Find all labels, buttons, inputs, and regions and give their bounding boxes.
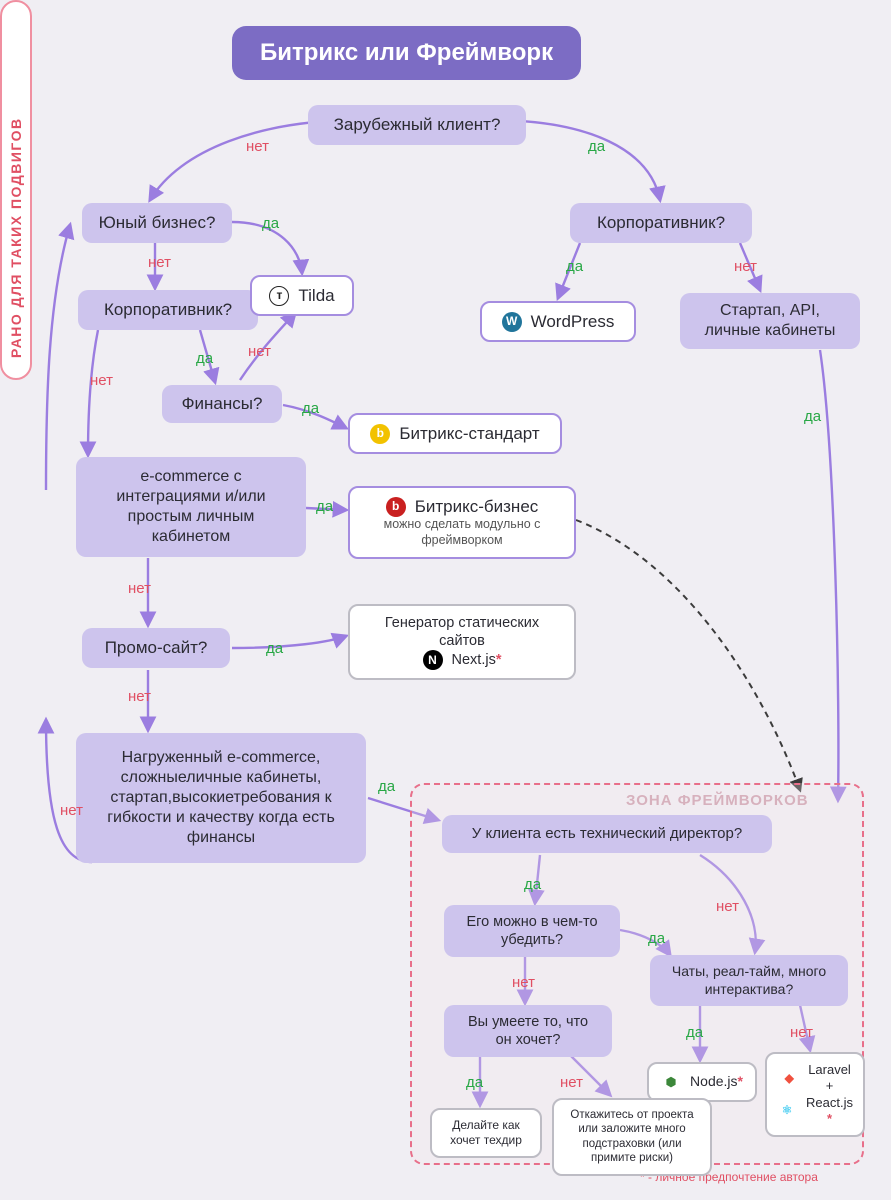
edge-label-l10: да (302, 400, 319, 417)
node-chats: Чаты, реал-тайм, много интерактива? (650, 955, 848, 1006)
edge-label-l23: нет (790, 1024, 813, 1041)
do_as-label: Делайте как хочет техдир (446, 1118, 526, 1148)
laravel-icon-2: ⚛ (777, 1101, 797, 1121)
header-pill: Битрикс или Фреймворк (232, 26, 581, 80)
edge-7 (88, 330, 98, 455)
edge-label-l6: нет (734, 258, 757, 275)
edge-10 (820, 350, 838, 800)
ssg-sub-label: Next.js* (452, 651, 502, 669)
edge-13 (232, 636, 346, 648)
edge-label-l24: да (466, 1074, 483, 1091)
edge-label-l15: нет (128, 688, 151, 705)
ssg-sub-icon: N (423, 650, 443, 670)
foreign-label: Зарубежный клиент? (334, 114, 501, 135)
node-tilda: ᴛ Tilda (250, 275, 354, 316)
edge-label-l12: да (316, 498, 333, 515)
edge-label-l9: нет (248, 343, 271, 360)
edge-label-l14: да (266, 640, 283, 657)
finance-label: Финансы? (182, 393, 263, 414)
node-convince: Его можно в чем-то убедить? (444, 905, 620, 957)
heavy-label: Нагруженный e-commerce, сложныеличные ка… (90, 748, 352, 848)
node-finance: Финансы? (162, 385, 282, 423)
node-promo: Промо-сайт? (82, 628, 230, 668)
edge-26 (576, 520, 800, 790)
node-corp_l: Корпоративник? (78, 290, 258, 330)
node-can_do: Вы умеете то, что он хочет? (444, 1005, 612, 1057)
edge-label-l11: да (804, 408, 821, 425)
node-bx_biz: b Битрикс-бизнесможно сделать модульно с … (348, 486, 576, 559)
edge-label-l20: да (648, 930, 665, 947)
edge-label-l2: да (588, 138, 605, 155)
edge-label-l17: да (378, 778, 395, 795)
node-tech_dir: У клиента есть технический директор? (442, 815, 772, 853)
edge-label-l19: нет (716, 898, 739, 915)
laravel-label-1: Laravel + (808, 1062, 851, 1095)
tilda-label: Tilda (298, 285, 334, 306)
startup-label: Стартап, API, личные кабинеты (694, 301, 846, 341)
edge-label-l16: нет (60, 802, 83, 819)
node-wp: W WordPress (480, 301, 636, 342)
edge-label-l4: нет (148, 254, 171, 271)
node-startup: Стартап, API, личные кабинеты (680, 293, 860, 349)
refuse-label: Откажитесь от проекта или заложите много… (568, 1108, 696, 1166)
node-heavy: Нагруженный e-commerce, сложныеличные ка… (76, 733, 366, 863)
edge-label-l5: да (566, 258, 583, 275)
chats-label: Чаты, реал-тайм, много интерактива? (664, 963, 834, 998)
edge-label-l18: да (524, 876, 541, 893)
tech_dir-label: У клиента есть технический директор? (472, 825, 742, 844)
corp_r-label: Корпоративник? (597, 212, 725, 233)
node-corp_r: Корпоративник? (570, 203, 752, 243)
edge-label-l3: да (262, 215, 279, 232)
node-ecom: e-commerce с интеграциями и/или простым … (76, 457, 306, 557)
bx_std-icon: b (370, 424, 390, 444)
wp-label: WordPress (531, 311, 615, 332)
edge-label-l1: нет (246, 138, 269, 155)
young-label: Юный бизнес? (99, 212, 216, 233)
laravel-icon: ◆ (779, 1068, 799, 1088)
edge-label-l7: да (196, 350, 213, 367)
edge-label-l22: да (686, 1024, 703, 1041)
bx_biz-label: Битрикс-бизнес (415, 496, 539, 517)
tilda-icon: ᴛ (269, 286, 289, 306)
convince-label: Его можно в чем-то убедить? (458, 913, 606, 949)
ecom-label: e-commerce с интеграциями и/или простым … (90, 467, 292, 547)
can_do-label: Вы умеете то, что он хочет? (458, 1013, 598, 1049)
edge-label-l21: нет (512, 974, 535, 991)
node-foreign: Зарубежный клиент? (308, 105, 526, 145)
laravel-label-2: React.js * (806, 1095, 853, 1128)
promo-label: Промо-сайт? (105, 637, 208, 658)
edge-label-l8: нет (90, 372, 113, 389)
node-do_as: Делайте как хочет техдир (430, 1108, 542, 1158)
node-icon: ⬢ (661, 1072, 681, 1092)
bx_biz-icon: b (386, 497, 406, 517)
edge-label-l13: нет (128, 580, 151, 597)
node-young: Юный бизнес? (82, 203, 232, 243)
bx_std-label: Битрикс-стандарт (399, 423, 539, 444)
corp_l-label: Корпоративник? (104, 299, 232, 320)
node-node: ⬢ Node.js* (647, 1062, 757, 1102)
edge-16 (46, 225, 70, 490)
node-label: Node.js* (690, 1073, 743, 1091)
wp-icon: W (502, 312, 522, 332)
edge-label-l25: нет (560, 1074, 583, 1091)
too-early-pill: РАНО ДЛЯ ТАКИХ ПОДВИГОВ (0, 0, 32, 380)
node-ssg: Генератор статических сайтовN Next.js* (348, 604, 576, 680)
framework-zone-label: ЗОНА ФРЕЙМВОРКОВ (626, 792, 809, 809)
node-bx_std: b Битрикс-стандарт (348, 413, 562, 454)
ssg-label: Генератор статических сайтов (364, 614, 560, 650)
node-refuse: Откажитесь от проекта или заложите много… (552, 1098, 712, 1176)
bx_biz-subtext: можно сделать модульно с фреймворком (364, 517, 560, 548)
node-laravel: ◆ Laravel + ⚛ React.js * (765, 1052, 865, 1137)
